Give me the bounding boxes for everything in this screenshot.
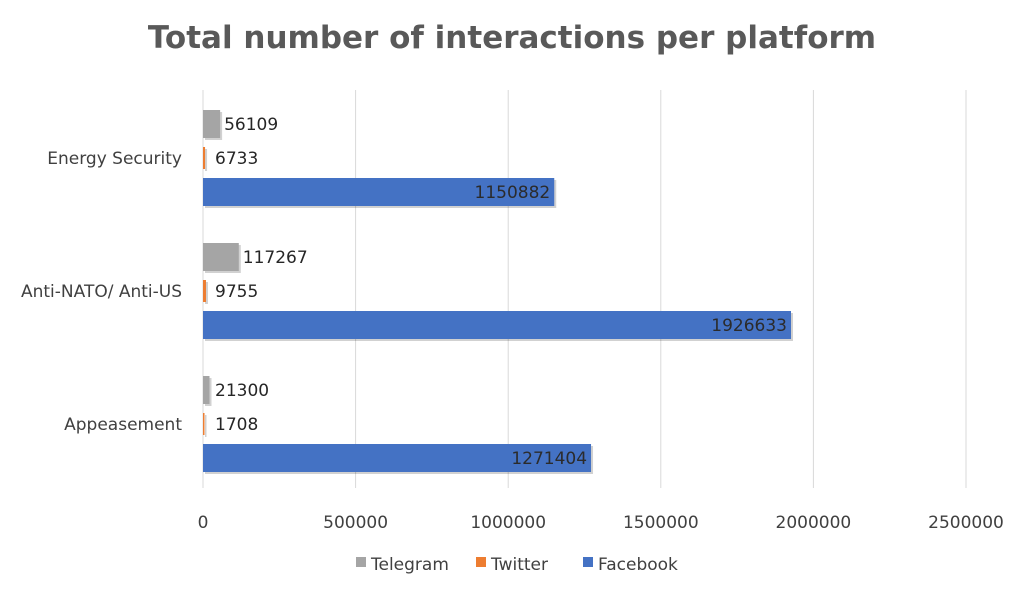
legend: Telegram Twitter Facebook — [356, 555, 678, 575]
x-tick-label: 0 — [198, 513, 209, 533]
category-label: Anti-NATO/ Anti-US — [21, 282, 182, 302]
bar-telegram — [203, 243, 239, 271]
category-label: Energy Security — [47, 149, 182, 169]
legend-item-telegram: Telegram — [356, 555, 449, 575]
category-label: Appeasement — [64, 415, 182, 435]
data-labels: 56109 6733 1150882 117267 9755 1926633 21300 17… — [215, 115, 787, 469]
x-tick-label: 1500000 — [623, 513, 699, 533]
bar-telegram — [203, 376, 210, 404]
legend-label: Twitter — [490, 555, 548, 575]
bar-twitter — [203, 147, 206, 169]
bar-shadow — [205, 149, 208, 171]
data-label: 1708 — [215, 415, 258, 435]
bars — [203, 110, 794, 474]
x-axis-ticks: 0 500000 1000000 1500000 2000000 2500000 — [198, 513, 1004, 533]
legend-label: Facebook — [598, 555, 678, 575]
bar-shadow — [205, 282, 208, 304]
legend-swatch — [476, 557, 486, 567]
data-label: 21300 — [215, 381, 269, 401]
data-label: 1926633 — [711, 316, 787, 336]
category-labels: Energy Security Anti-NATO/ Anti-US Appease… — [21, 149, 182, 435]
x-tick-label: 2000000 — [776, 513, 852, 533]
bar-facebook — [203, 444, 592, 472]
x-tick-label: 1000000 — [470, 513, 546, 533]
bar-telegram — [203, 110, 221, 138]
data-label: 9755 — [215, 282, 258, 302]
legend-item-twitter: Twitter — [476, 555, 548, 575]
bar-facebook — [203, 178, 555, 206]
data-label: 1271404 — [511, 449, 587, 469]
data-label: 1150882 — [475, 183, 551, 203]
legend-item-facebook: Facebook — [583, 555, 678, 575]
bar-twitter — [203, 413, 205, 435]
data-label: 6733 — [215, 149, 258, 169]
data-label: 56109 — [224, 115, 278, 135]
data-label: 117267 — [243, 248, 308, 268]
chart-title: Total number of interactions per platfor… — [148, 20, 876, 56]
x-tick-label: 2500000 — [928, 513, 1004, 533]
legend-label: Telegram — [370, 555, 449, 575]
bar-twitter — [203, 280, 206, 302]
bar-facebook — [203, 311, 792, 339]
gridlines — [202, 90, 967, 488]
x-tick-label: 500000 — [323, 513, 388, 533]
legend-swatch — [356, 557, 366, 567]
legend-swatch — [583, 557, 593, 567]
bar-shadow — [205, 415, 207, 437]
